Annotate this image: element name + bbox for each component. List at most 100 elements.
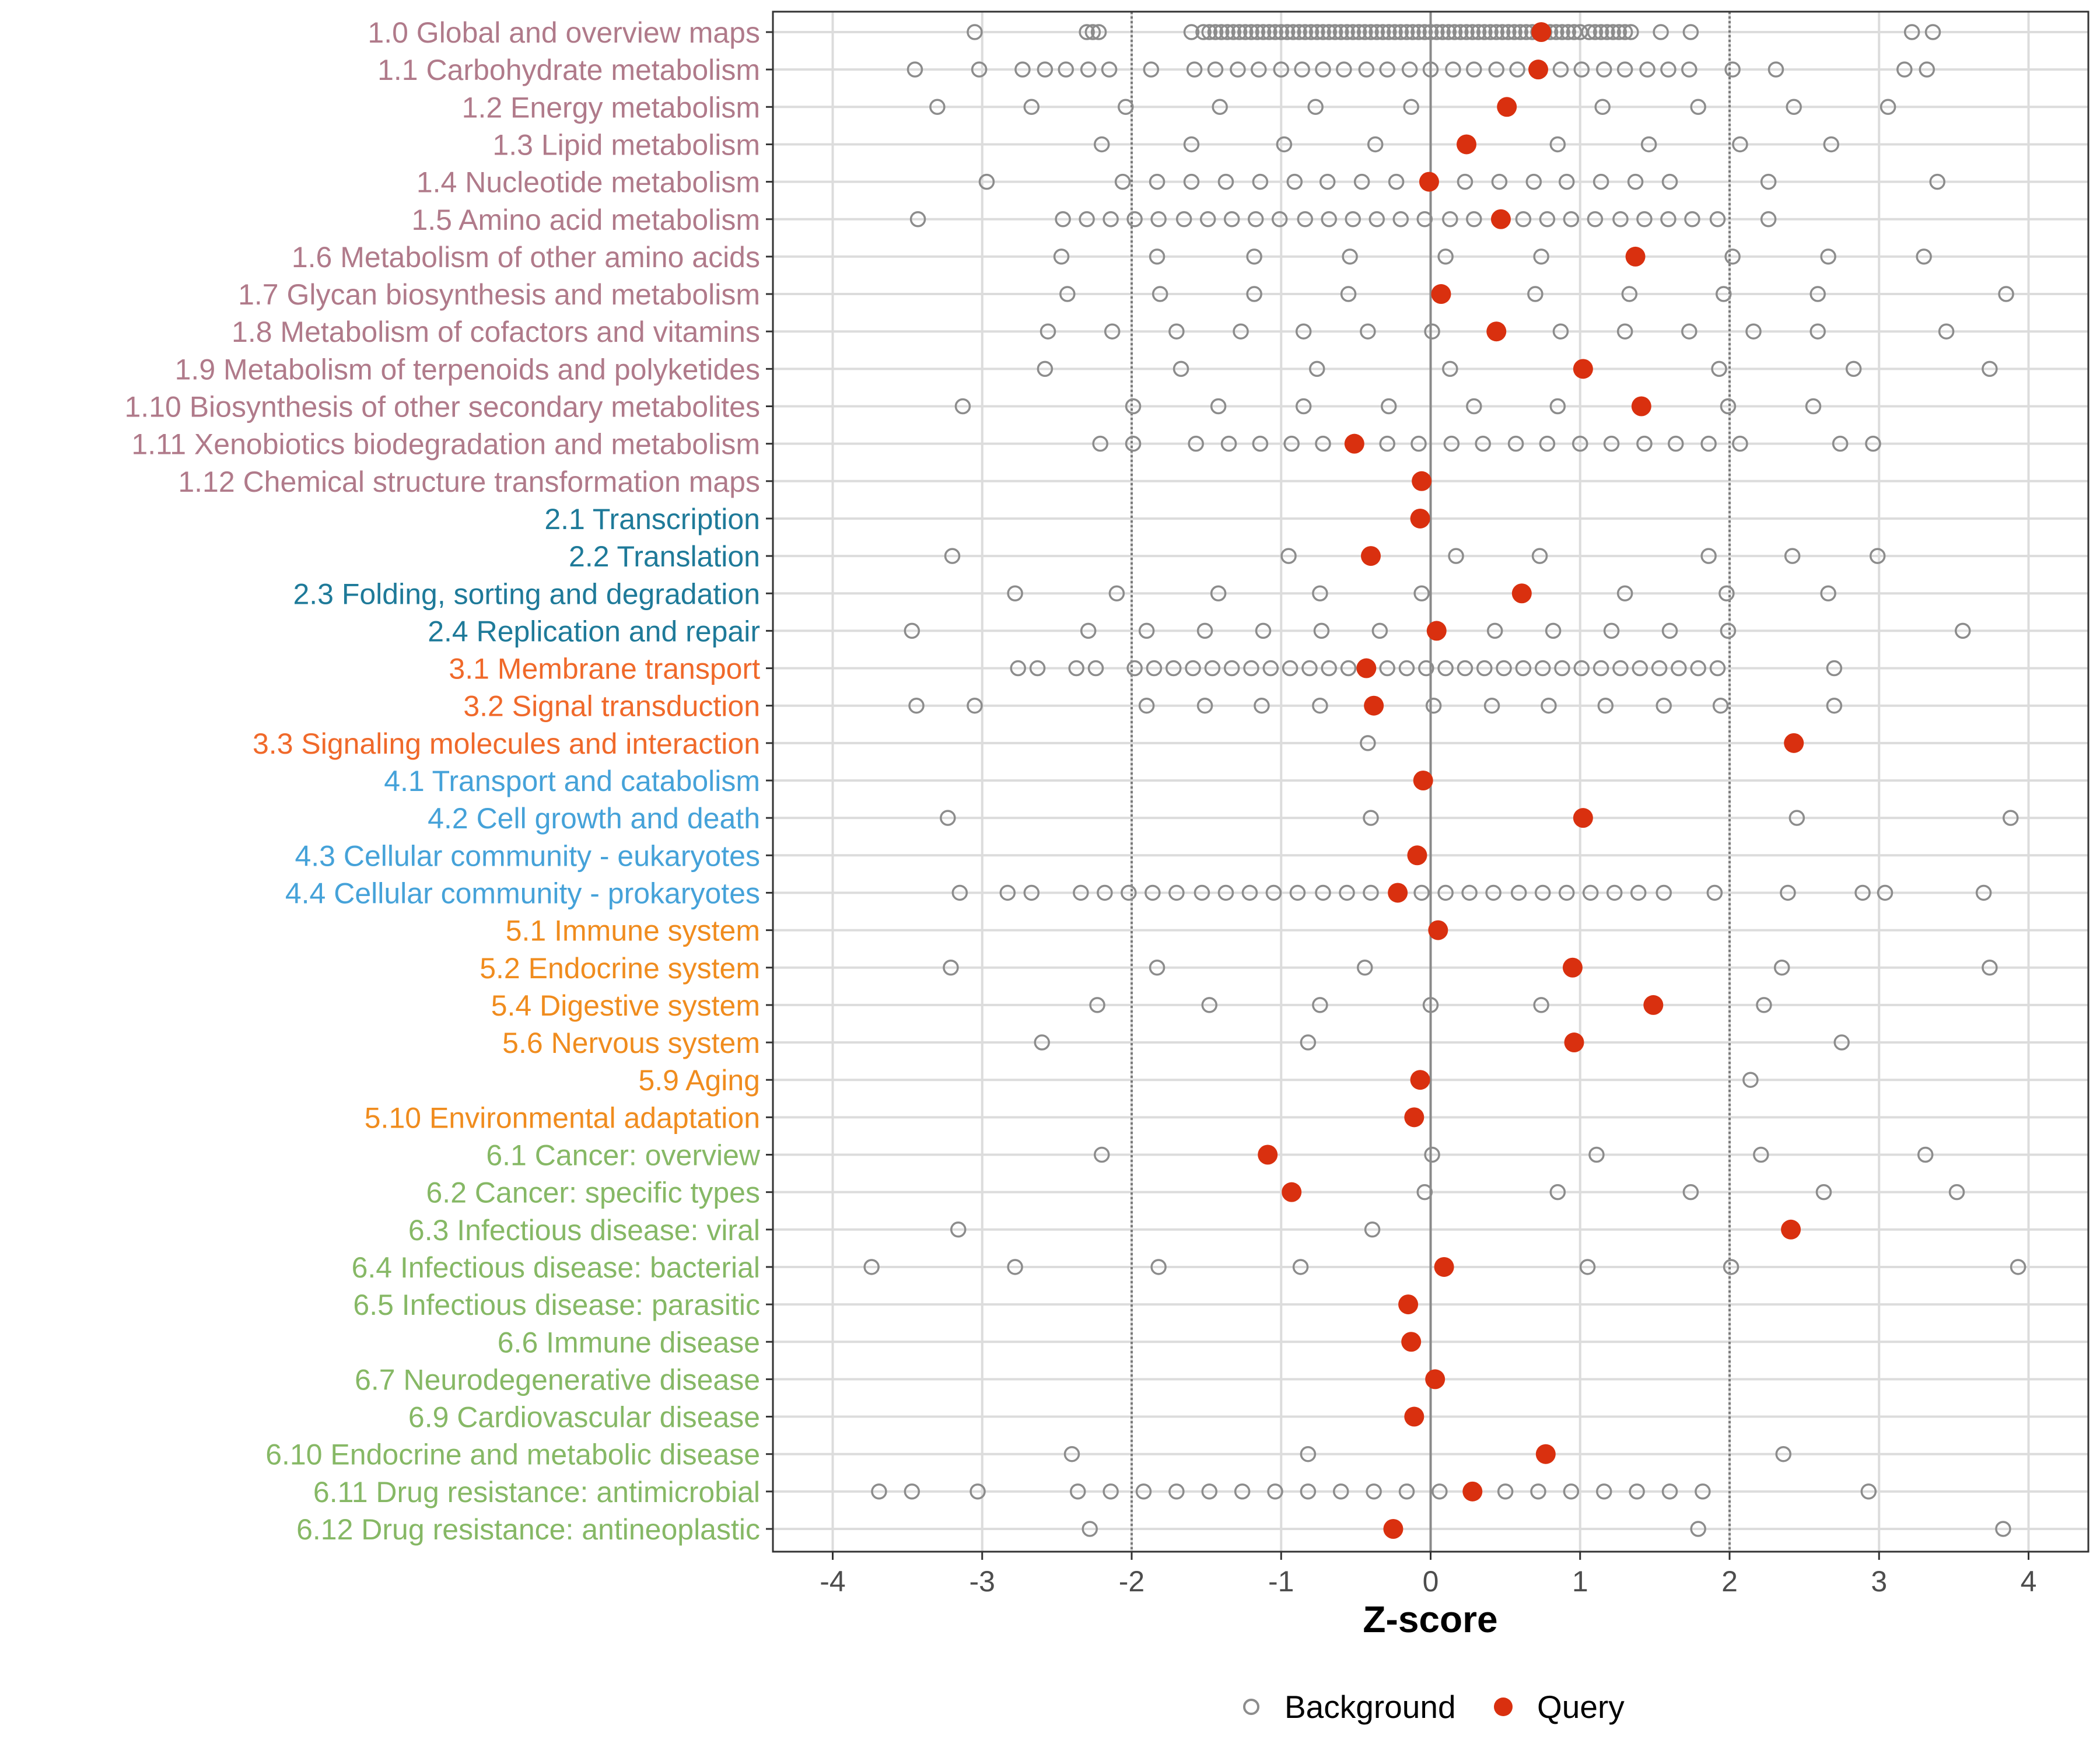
background-point (1656, 697, 1672, 714)
background-point (1616, 61, 1633, 78)
background-point (1401, 61, 1418, 78)
x-tick-label: 2 (1721, 1565, 1738, 1598)
query-point (1562, 957, 1583, 978)
background-point (1661, 622, 1678, 639)
query-point (1398, 1294, 1419, 1315)
background-point (1998, 286, 2014, 302)
background-point (1186, 61, 1203, 78)
y-tick-label: 6.11 Drug resistance: antimicrobial (313, 1476, 760, 1508)
background-point (1315, 884, 1331, 901)
y-axis: 1.0 Global and overview maps 1.1 Carbohyd… (124, 16, 773, 1546)
background-point (907, 61, 923, 78)
background-point (1457, 173, 1474, 190)
background-point (1854, 884, 1871, 901)
y-tick-label: 6.12 Drug resistance: antineoplastic (296, 1513, 760, 1546)
query-point (1490, 209, 1511, 229)
background-point (1342, 249, 1358, 265)
background-point (1440, 24, 1457, 40)
background-point (1732, 136, 1748, 153)
y-tick-label: 4.2 Cell growth and death (428, 802, 760, 835)
background-point (1880, 99, 1896, 116)
background-point (1623, 24, 1639, 40)
background-point (1309, 360, 1325, 377)
background-point (1398, 24, 1415, 40)
background-point (1497, 1483, 1514, 1500)
background-point (1573, 61, 1590, 78)
query-point (1462, 1481, 1483, 1502)
background-point (1760, 211, 1777, 228)
background-point (1023, 99, 1040, 116)
background-point (1037, 61, 1054, 78)
y-tick-label: 1.6 Metabolism of other amino acids (292, 241, 760, 274)
background-point (1410, 435, 1427, 452)
background-point (1616, 323, 1633, 340)
background-point (1079, 211, 1095, 228)
x-axis-title: Z-score (1363, 1598, 1497, 1640)
background-point (1207, 61, 1224, 78)
background-point (1534, 660, 1551, 677)
background-point (1300, 1483, 1317, 1500)
query-point (1410, 508, 1430, 528)
background-point (1307, 99, 1324, 116)
background-point (1271, 211, 1288, 228)
y-tick-label: 2.4 Replication and repair (428, 615, 760, 648)
y-tick-label: 1.2 Energy metabolism (462, 91, 760, 124)
background-point (1788, 810, 1805, 826)
background-point (1712, 697, 1729, 714)
background-point (1587, 24, 1604, 40)
background-point (1833, 1034, 1850, 1051)
background-point (1246, 286, 1262, 302)
background-point (1488, 61, 1504, 78)
background-point (1572, 435, 1588, 452)
background-point (1929, 173, 1945, 190)
background-point (1371, 622, 1388, 639)
background-point (1392, 211, 1409, 228)
background-point (1207, 24, 1224, 40)
background-point (1594, 99, 1611, 116)
background-point (1014, 61, 1031, 78)
query-point (1407, 845, 1427, 866)
background-point (1080, 622, 1097, 639)
background-point (1217, 173, 1234, 190)
background-point (1023, 884, 1040, 901)
background-point (1506, 24, 1522, 40)
background-point (1283, 435, 1300, 452)
y-tick-label: 5.6 Nervous system (502, 1027, 760, 1059)
legend-query-label: Query (1537, 1689, 1625, 1725)
background-point (1392, 24, 1409, 40)
background-point (1599, 24, 1615, 40)
background-point (1254, 697, 1270, 714)
background-point (1090, 24, 1107, 40)
background-point (1410, 24, 1427, 40)
background-point (1629, 1483, 1645, 1500)
background-point (1121, 884, 1137, 901)
background-point (1724, 61, 1741, 78)
background-point (1773, 960, 1790, 976)
background-point (1690, 99, 1706, 116)
query-point (1486, 321, 1507, 342)
background-point (1709, 660, 1726, 677)
query-point (1258, 1144, 1278, 1165)
background-point (1668, 435, 1684, 452)
background-point (1183, 24, 1200, 40)
background-point (1500, 24, 1517, 40)
background-point (1636, 435, 1653, 452)
query-point (1425, 1369, 1446, 1390)
query-point (1344, 433, 1364, 454)
y-tick-label: 1.12 Chemical structure transformation m… (178, 466, 760, 498)
background-point (1588, 1146, 1605, 1163)
background-point (1398, 660, 1415, 677)
background-point (1073, 884, 1089, 901)
background-point (1126, 211, 1143, 228)
background-point (1563, 211, 1580, 228)
background-point (1345, 211, 1361, 228)
background-point (1097, 884, 1113, 901)
background-point (1108, 585, 1125, 601)
background-point (1630, 884, 1647, 901)
background-point (1183, 136, 1200, 153)
background-point (1363, 810, 1379, 826)
background-point (967, 697, 983, 714)
y-tick-label: 5.2 Endocrine system (480, 952, 760, 985)
background-point (1195, 24, 1212, 40)
background-point (1315, 435, 1331, 452)
